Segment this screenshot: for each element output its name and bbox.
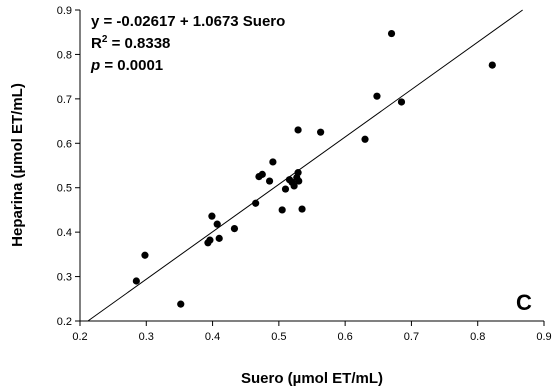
x-tick-label: 0.4 (205, 331, 220, 343)
data-point (317, 128, 325, 136)
data-point (206, 236, 214, 244)
x-tick-label: 0.8 (470, 331, 485, 343)
data-point (265, 177, 274, 185)
y-tick-label: 0.7 (57, 94, 72, 106)
y-tick-label: 0.8 (57, 49, 72, 61)
r-squared-superscript: 2 (102, 34, 108, 45)
data-point (295, 177, 303, 185)
data-point (230, 224, 239, 233)
data-point (361, 135, 369, 143)
r-squared-value: = 0.8338 (107, 35, 170, 52)
data-point (298, 205, 306, 213)
y-tick-label: 0.9 (57, 5, 72, 17)
y-tick-label: 0.2 (57, 316, 72, 328)
data-point (141, 251, 149, 259)
data-point (281, 185, 290, 193)
data-point (269, 158, 277, 166)
data-points (132, 29, 496, 308)
y-tick-label: 0.6 (57, 138, 72, 150)
data-point (373, 92, 381, 100)
y-tick-label: 0.3 (57, 272, 72, 284)
r-squared-annotation: R2 = 0.8338 (91, 34, 170, 52)
equation-annotation: y = -0.02617 + 1.0673 Suero (91, 13, 285, 30)
data-point (290, 182, 298, 190)
x-ticks: 0.2 0.3 0.4 0.5 0.6 0.7 0.8 0.9 (72, 321, 552, 343)
data-point (488, 61, 496, 69)
x-tick-label: 0.2 (72, 331, 87, 343)
data-point (387, 29, 396, 38)
y-ticks: 0.2 0.3 0.4 0.5 0.6 0.7 0.8 0.9 (57, 5, 80, 328)
x-tick-label: 0.3 (139, 331, 154, 343)
panel-letter: C (516, 290, 532, 315)
data-point (132, 277, 140, 285)
data-point (215, 234, 223, 242)
x-tick-label: 0.5 (271, 331, 286, 343)
x-tick-label: 0.9 (536, 331, 551, 343)
data-point (397, 98, 406, 106)
x-tick-label: 0.6 (337, 331, 352, 343)
x-axis-title: Suero (µmol ET/mL) (241, 370, 383, 387)
p-value: = 0.0001 (100, 57, 163, 74)
data-point (258, 170, 266, 178)
data-point (208, 212, 216, 220)
regression-line (87, 9, 523, 322)
data-point (294, 126, 302, 134)
data-point (213, 220, 221, 228)
y-tick-label: 0.5 (57, 183, 72, 195)
data-point (278, 206, 286, 214)
data-point (177, 300, 185, 308)
r-squared-label: R (91, 35, 102, 52)
x-tick-label: 0.7 (404, 331, 419, 343)
y-axis-title: Heparina (µmol ET/mL) (9, 83, 26, 247)
p-label: p (90, 57, 100, 74)
data-point (252, 199, 260, 207)
data-point (294, 169, 302, 177)
axes (79, 10, 544, 322)
p-value-annotation: p = 0.0001 (90, 57, 163, 74)
y-tick-label: 0.4 (57, 227, 72, 239)
